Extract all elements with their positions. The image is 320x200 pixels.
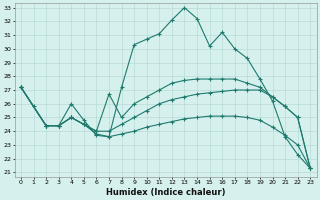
X-axis label: Humidex (Indice chaleur): Humidex (Indice chaleur) <box>106 188 225 197</box>
